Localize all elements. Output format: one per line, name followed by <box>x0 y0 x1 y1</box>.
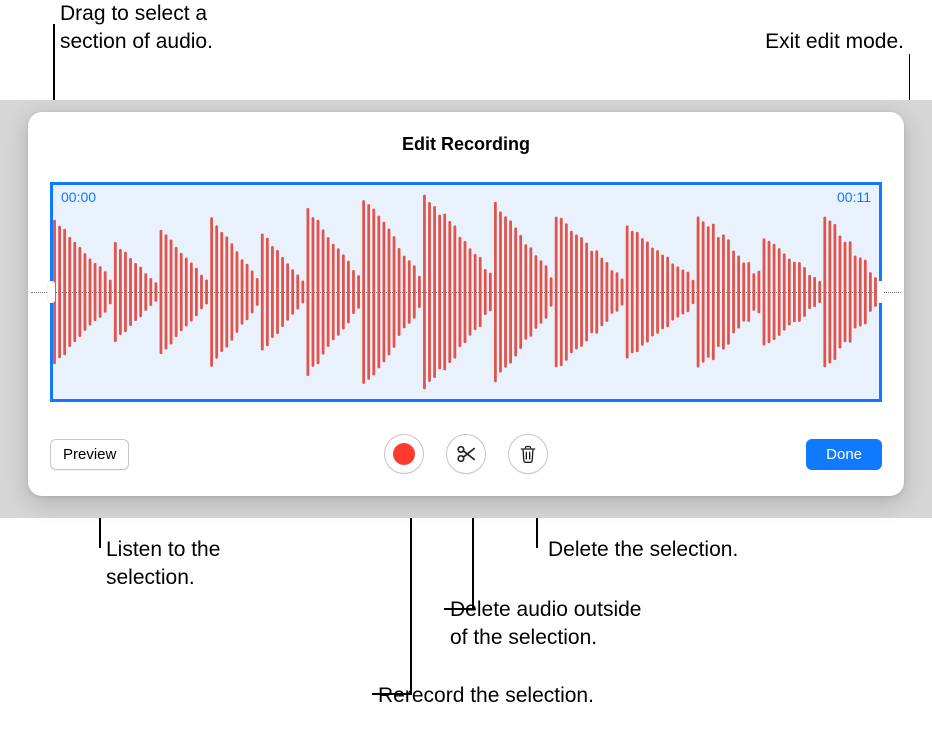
editor-toolbar: Preview Done <box>50 432 882 476</box>
time-end-label: 00:11 <box>837 189 871 205</box>
scissors-icon <box>455 443 477 465</box>
crop-button[interactable] <box>446 434 486 474</box>
callout-exit-edit: Exit edit mode. <box>765 28 904 56</box>
edit-recording-panel: Edit Recording 00:00 00:11 Preview <box>28 112 904 496</box>
panel-title: Edit Recording <box>28 112 904 155</box>
leader-crop-h <box>444 608 474 610</box>
selection-handle-left[interactable] <box>48 281 55 303</box>
record-button[interactable] <box>384 434 424 474</box>
time-start-label: 00:00 <box>61 189 96 205</box>
callout-crop: Delete audio outsideof the selection. <box>450 596 641 653</box>
selection-handle-right[interactable] <box>877 281 884 303</box>
delete-button[interactable] <box>508 434 548 474</box>
waveform-display <box>53 185 879 399</box>
record-icon <box>393 443 415 465</box>
preview-button[interactable]: Preview <box>50 439 129 470</box>
done-button[interactable]: Done <box>806 439 882 470</box>
callout-delete-selection: Delete the selection. <box>548 536 738 564</box>
callout-listen: Listen to theselection. <box>106 536 220 593</box>
callout-drag-select: Drag to select asection of audio. <box>60 0 213 57</box>
leader-record-h <box>372 693 412 695</box>
waveform-selection[interactable]: 00:00 00:11 <box>50 182 882 402</box>
center-button-group <box>384 434 548 474</box>
trash-icon <box>518 443 538 465</box>
